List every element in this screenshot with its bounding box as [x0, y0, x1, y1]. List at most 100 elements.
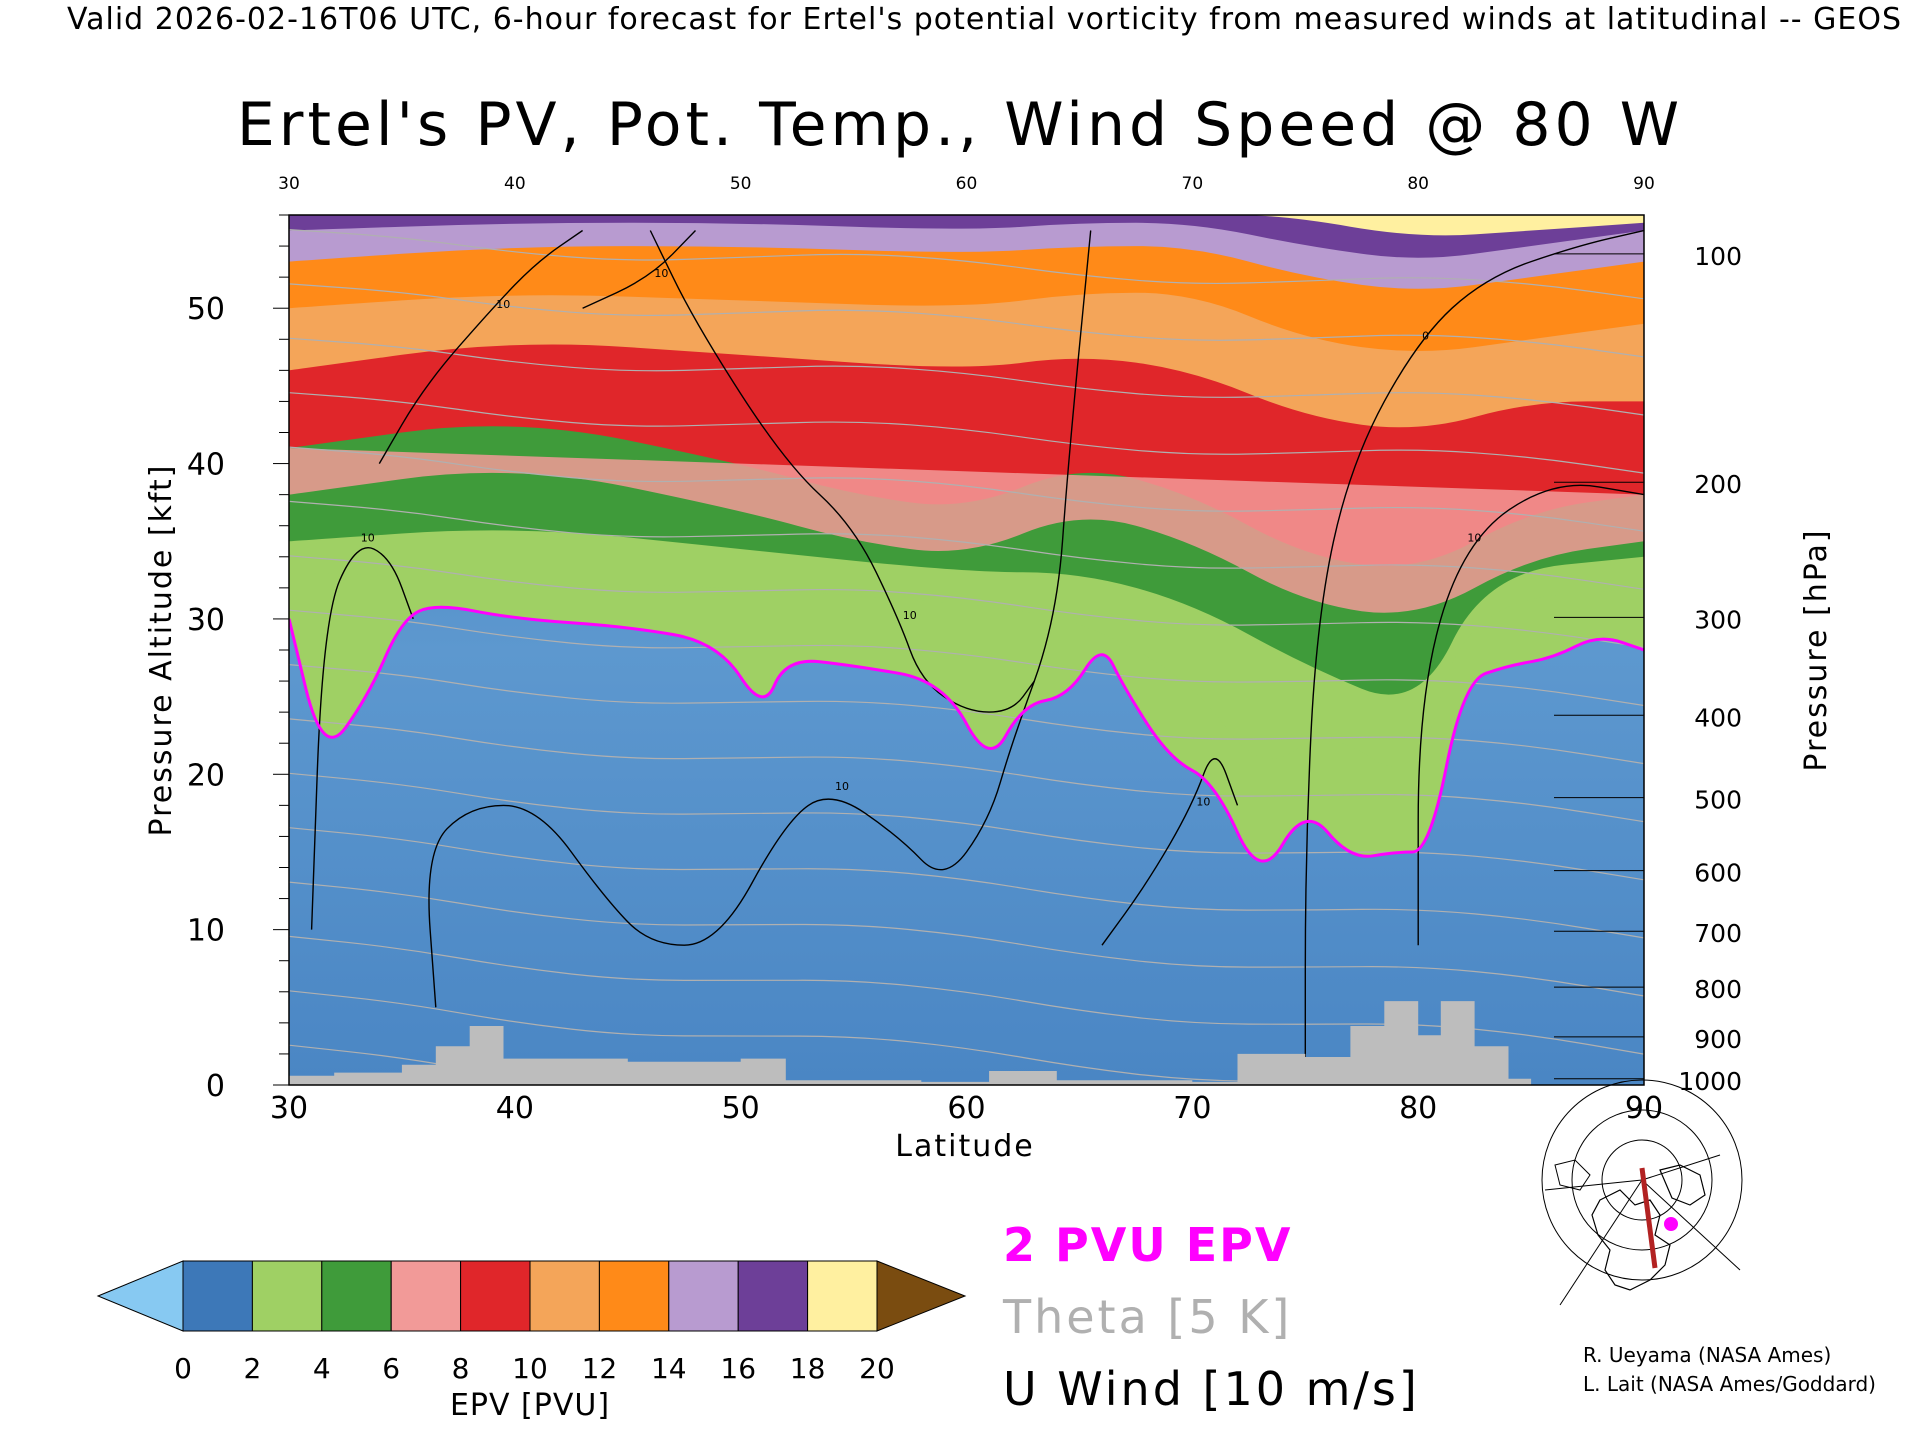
colorbar-tick-6: 6	[382, 1352, 400, 1385]
colorbar-segment-8	[737, 1260, 809, 1332]
pv-band-8	[289, 448, 1644, 613]
y-right-tick-label-1000: 1000	[1678, 1067, 1742, 1096]
terrain-shape	[289, 1001, 1532, 1085]
y-right-tick-label-300: 300	[1694, 605, 1742, 634]
x-top-tick-label-70: 70	[1182, 174, 1204, 194]
colorbar-tick-4: 4	[313, 1352, 331, 1385]
colorbar-tick-20: 20	[859, 1352, 895, 1385]
x-axis-tick-labels: 30 40 50 60 70 80 90	[270, 1091, 1663, 1126]
u-wind-contour-label-2: 10	[496, 298, 510, 311]
terrain-mask	[289, 1001, 1532, 1085]
x-axis-label: Latitude	[895, 1129, 1034, 1164]
y-right-tick-label-800: 800	[1694, 975, 1742, 1004]
x-top-tick-label-50: 50	[730, 174, 752, 194]
colorbar-segment-1	[251, 1260, 323, 1332]
x-tick-label-40: 40	[496, 1091, 534, 1126]
x-top-tick-label-60: 60	[956, 174, 978, 194]
y-right-tick-label-400: 400	[1694, 703, 1742, 732]
u-wind-contour-0	[310, 547, 414, 930]
y-left-tick-labels: 0 10 20 30 40 50	[187, 292, 225, 1104]
x-tick-label-50: 50	[722, 1091, 760, 1126]
legend-theta: Theta [5 K]	[1003, 1290, 1293, 1344]
colorbar-segment-9	[807, 1260, 878, 1332]
theta-contour-370	[289, 500, 1644, 590]
plot-area: 10 10 10 10 10 10 0 10	[289, 215, 1644, 1085]
y-left-tick-label-40: 40	[187, 448, 225, 483]
u-wind-contour-4	[649, 230, 1035, 713]
x-tick-label-80: 80	[1399, 1091, 1437, 1126]
theta-contour-340	[289, 664, 1644, 765]
location-marker	[1664, 1217, 1678, 1231]
pv-color-bands	[289, 215, 1644, 862]
u-wind-contour-3	[582, 230, 697, 309]
u-wind-contour-label-0: 10	[361, 531, 375, 544]
colorbar-segment-4	[460, 1260, 531, 1332]
x-top-tick-label-40: 40	[504, 174, 526, 194]
colorbar-segments	[182, 1260, 878, 1332]
colorbar-tick-8: 8	[452, 1352, 470, 1385]
x-tick-label-60: 60	[947, 1091, 985, 1126]
y-left-tick-label-50: 50	[187, 292, 225, 327]
polar-map-icon	[1541, 1079, 1743, 1306]
colorbar-segment-2	[321, 1260, 392, 1332]
colorbar-under-arrow	[96, 1260, 184, 1332]
colorbar-tick-18: 18	[790, 1352, 826, 1385]
chart-title: Ertel's PV, Pot. Temp., Wind Speed @ 80 …	[236, 90, 1684, 160]
theta-contour-350	[289, 609, 1644, 707]
theta-contour-410	[289, 283, 1644, 358]
tropopause-2pvu-line	[289, 605, 1644, 863]
theta-contour-290	[289, 935, 1644, 1055]
colorbar-segment-3	[390, 1260, 462, 1332]
colorbar-label: EPV [PVU]	[449, 1388, 611, 1423]
y-right-tick-labels: 100 200 300 400 500 600 700 800 900 1000	[1678, 242, 1742, 1096]
pv-band-18	[289, 215, 1644, 258]
colorbar-tick-16: 16	[720, 1352, 756, 1385]
u-wind-contour-7	[1417, 484, 1644, 946]
x-top-tick-label-90: 90	[1633, 174, 1655, 194]
theta-contours	[289, 229, 1644, 1085]
colorbar-segment-5	[529, 1260, 600, 1332]
y-right-tick-label-600: 600	[1694, 859, 1742, 888]
y-left-tick-label-20: 20	[187, 758, 225, 793]
theta-contour-310	[289, 827, 1644, 939]
y-right-tick-label-200: 200	[1694, 470, 1742, 499]
colorbar-tick-12: 12	[582, 1352, 618, 1385]
y-left-axis-label: Pressure Altitude [kft]	[144, 464, 179, 837]
colorbar-over-arrow	[876, 1260, 967, 1332]
credit-line-1: R. Ueyama (NASA Ames)	[1583, 1343, 1832, 1367]
y-left-tick-label-10: 10	[187, 914, 225, 949]
theta-contour-320	[289, 772, 1644, 881]
theta-contour-360	[289, 555, 1644, 648]
legend-2pvu: 2 PVU EPV	[1003, 1218, 1293, 1272]
u-wind-contour-2	[378, 229, 583, 464]
u-wind-contour-6	[1304, 229, 1644, 1085]
theta-contour-380	[289, 446, 1644, 532]
colorbar-tick-10: 10	[512, 1352, 548, 1385]
x-tick-label-90: 90	[1625, 1091, 1663, 1126]
theta-contour-420	[289, 229, 1644, 300]
theta-contour-400	[289, 337, 1644, 416]
colorbar-tick-2: 2	[243, 1352, 261, 1385]
theta-contour-300	[289, 881, 1644, 997]
credit-line-2: L. Lait (NASA Ames/Goddard)	[1583, 1372, 1876, 1396]
theta-contour-390	[289, 392, 1644, 474]
valid-time-header: Valid 2026-02-16T06 UTC, 6-hour forecast…	[66, 2, 1902, 37]
pv-band-20	[1192, 215, 1644, 236]
x-tick-label-70: 70	[1173, 1091, 1211, 1126]
u-wind-contour-1	[428, 230, 1092, 1008]
u-wind-contour-5	[1101, 758, 1239, 946]
y-right-tick-label-100: 100	[1694, 242, 1742, 271]
legend-uwind: U Wind [10 m/s]	[1003, 1362, 1420, 1416]
y-left-tick-label-30: 30	[187, 603, 225, 638]
colorbar: 0 2 4 6 8 10 12 14 16 18 20	[96, 1260, 967, 1385]
colorbar-tick-0: 0	[174, 1352, 192, 1385]
y-right-tick-label-500: 500	[1694, 786, 1742, 815]
y-left-tick-label-0: 0	[206, 1069, 225, 1104]
x-top-tick-label-80: 80	[1407, 174, 1429, 194]
u-wind-contour-label-1: 10	[835, 780, 849, 793]
colorbar-segment-0	[182, 1260, 253, 1332]
left-minor-ticks	[273, 214, 289, 1086]
theta-contour-330	[289, 718, 1644, 823]
x-tick-label-30: 30	[270, 1091, 308, 1126]
